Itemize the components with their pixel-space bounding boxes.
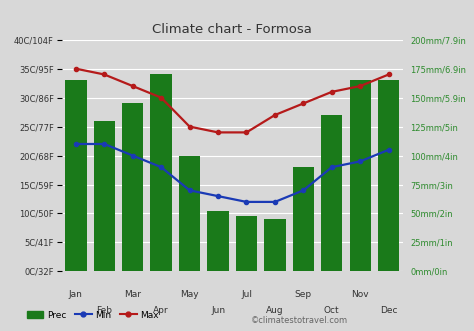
Text: Nov: Nov <box>351 290 369 299</box>
Text: Jan: Jan <box>69 290 83 299</box>
Text: ©climatestotravel.com: ©climatestotravel.com <box>251 316 348 325</box>
Text: Jul: Jul <box>241 290 252 299</box>
Bar <box>93 121 115 271</box>
Text: Mar: Mar <box>124 290 141 299</box>
Text: Oct: Oct <box>324 306 339 315</box>
Text: Dec: Dec <box>380 306 397 315</box>
Text: Sep: Sep <box>295 290 312 299</box>
Text: Apr: Apr <box>154 306 169 315</box>
Text: Jun: Jun <box>211 306 225 315</box>
Bar <box>264 219 285 271</box>
Title: Climate chart - Formosa: Climate chart - Formosa <box>152 23 312 36</box>
Bar <box>292 167 314 271</box>
Bar <box>122 103 143 271</box>
Bar <box>179 156 200 271</box>
Text: Aug: Aug <box>266 306 284 315</box>
Text: Feb: Feb <box>96 306 112 315</box>
Text: May: May <box>180 290 199 299</box>
Bar <box>150 74 172 271</box>
Bar <box>378 80 399 271</box>
Bar <box>236 216 257 271</box>
Bar <box>207 211 228 271</box>
Legend: Prec, Min, Max: Prec, Min, Max <box>24 307 163 323</box>
Bar <box>349 80 371 271</box>
Bar <box>65 80 86 271</box>
Bar <box>321 115 342 271</box>
